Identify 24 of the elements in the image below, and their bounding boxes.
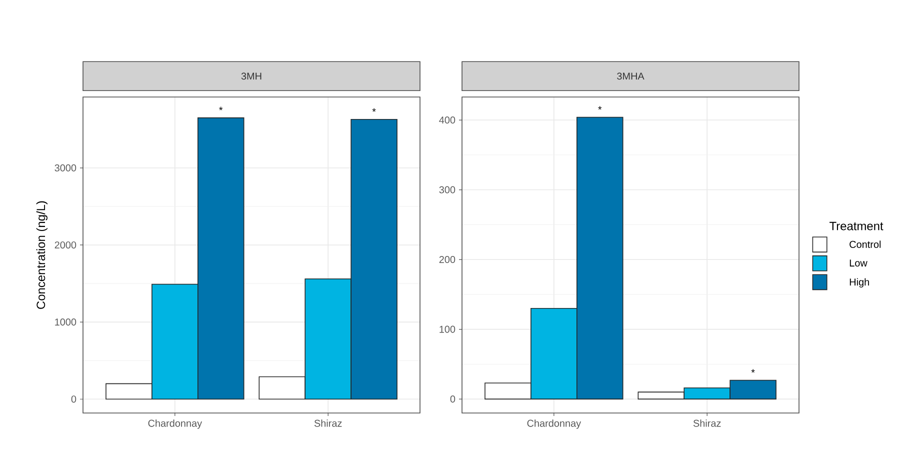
x-tick-label: Chardonnay xyxy=(148,420,202,429)
y-tick-label: 300 xyxy=(439,186,456,194)
chart-title: 3MH xyxy=(241,72,262,80)
annotation: * xyxy=(598,106,602,110)
legend-label: Control xyxy=(850,240,881,248)
x-tick-label: Shiraz xyxy=(314,420,342,427)
y-axis-title: Concentration (ng/L) xyxy=(36,201,48,309)
y-tick-label: 400 xyxy=(439,116,456,124)
y-tick-label: 2000 xyxy=(54,241,76,248)
x-tick-label: Shiraz xyxy=(693,420,721,427)
annotation: * xyxy=(372,108,376,112)
y-tick-label: 0 xyxy=(450,396,456,403)
y-tick-label: 1000 xyxy=(55,318,76,326)
annotation: * xyxy=(219,106,223,110)
y-tick-label: 100 xyxy=(440,326,456,333)
x-tick-label: Chardonnay xyxy=(527,420,582,429)
legend-title: Treatment xyxy=(830,222,884,230)
legend-label: High xyxy=(850,278,869,288)
legend-label: Low xyxy=(850,260,868,267)
y-tick-label: 200 xyxy=(439,256,456,264)
y-tick-label: 0 xyxy=(71,396,76,403)
chart-title: 3MHA xyxy=(617,72,644,80)
annotation: * xyxy=(751,369,755,373)
y-tick-label: 3000 xyxy=(54,164,76,172)
